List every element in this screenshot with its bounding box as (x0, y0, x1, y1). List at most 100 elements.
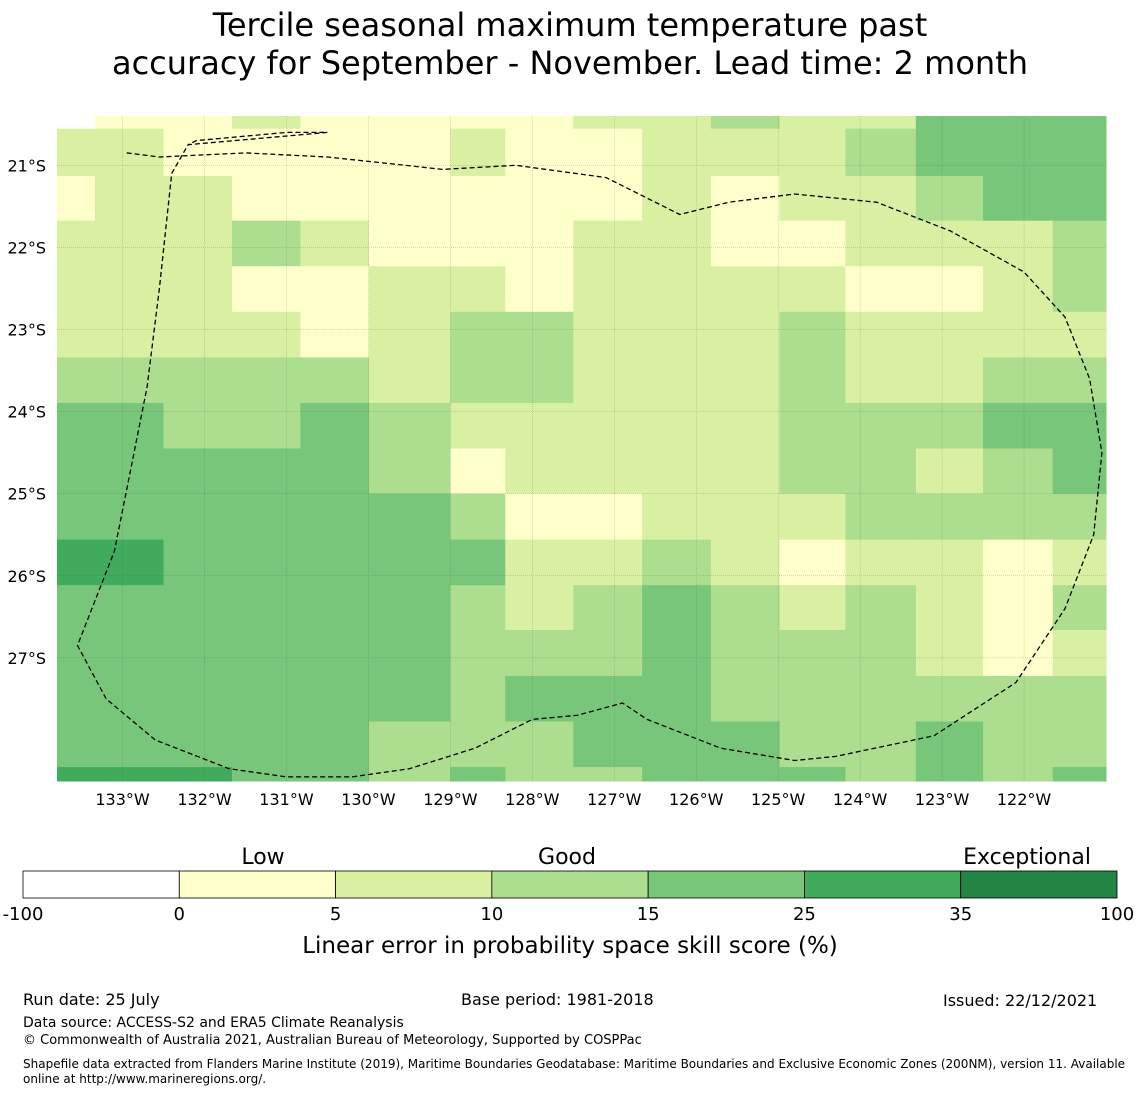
skill-cell (845, 175, 917, 222)
skill-cell (1052, 220, 1107, 267)
skill-cell (1052, 585, 1107, 631)
skill-cell (300, 311, 370, 358)
skill-cell (368, 675, 451, 722)
skill-cell (642, 585, 712, 631)
data-source: Data source: ACCESS-S2 and ERA5 Climate … (23, 1015, 404, 1031)
skill-cell (845, 266, 917, 313)
skill-cell (300, 539, 370, 586)
skill-cell (915, 585, 984, 631)
skill-cell (642, 116, 712, 130)
skill-cell (1052, 721, 1107, 768)
skill-cell (94, 585, 165, 631)
colorbar-tick-label: -100 (3, 904, 44, 925)
skill-cell (231, 539, 301, 586)
title-line-2: accuracy for September - November. Lead … (111, 44, 1029, 82)
lat-tick-label: 27°S (7, 649, 46, 668)
skill-cell (94, 629, 165, 677)
lat-tick-label: 24°S (7, 403, 46, 422)
skill-cell (779, 220, 846, 267)
skill-cell (450, 585, 506, 631)
lat-lon-gridlines (57, 116, 1106, 781)
skill-cell (94, 311, 165, 358)
skill-cell (300, 220, 370, 267)
skill-cell (450, 629, 506, 677)
skill-cell (710, 175, 781, 222)
skill-cell (368, 266, 451, 313)
skill-cell (163, 128, 233, 177)
skill-cell (710, 675, 781, 722)
skill-cell (845, 539, 917, 586)
colorbar-tick-label: 35 (949, 904, 972, 925)
skill-cell (505, 266, 574, 313)
lon-tick-label: 122°W (997, 790, 1052, 809)
skill-cell (573, 357, 643, 404)
skill-cell (1052, 767, 1107, 782)
lon-tick-label: 129°W (423, 790, 478, 809)
skill-cell (915, 629, 984, 677)
skill-cell (368, 402, 451, 449)
skill-cell (845, 629, 917, 677)
colorbar-swatches (22, 870, 1118, 899)
skill-cell (450, 357, 506, 404)
skill-cell (915, 357, 984, 404)
lon-tick-label: 124°W (833, 790, 888, 809)
skill-cell (573, 493, 643, 541)
skill-cell (710, 448, 781, 495)
skill-cell (983, 539, 1054, 586)
skill-cell (983, 402, 1054, 449)
skill-cell (57, 493, 96, 541)
skill-cell (231, 448, 301, 495)
skill-cell (710, 629, 781, 677)
colorbar-swatch (960, 870, 1118, 899)
lon-tick-label: 127°W (587, 790, 642, 809)
colorbar-swatch (491, 870, 649, 899)
skill-cell (163, 585, 233, 631)
skill-cell (1052, 266, 1107, 313)
skill-cell (163, 311, 233, 358)
lat-tick-label: 22°S (7, 238, 46, 257)
skill-cell (573, 175, 643, 222)
skill-cell (57, 220, 96, 267)
skill-cell (642, 175, 712, 222)
skill-cell (231, 585, 301, 631)
skill-cell (845, 585, 917, 631)
skill-cell (368, 220, 451, 267)
latitude-labels: 21°S 22°S 23°S 24°S 25°S 26°S 27°S (7, 156, 46, 668)
skill-cell (450, 448, 506, 495)
skill-cell (845, 311, 917, 358)
lon-tick-label: 131°W (259, 790, 314, 809)
skill-cell (779, 128, 846, 177)
skill-cell (1052, 311, 1107, 358)
skill-cell (915, 721, 984, 768)
lat-tick-label: 21°S (7, 156, 46, 175)
skill-cell (450, 539, 506, 586)
skill-cell (642, 539, 712, 586)
skill-cell (163, 448, 233, 495)
skill-cell (163, 721, 233, 768)
skill-cell (983, 767, 1054, 782)
lon-tick-label: 133°W (95, 790, 150, 809)
skill-cell (368, 721, 451, 768)
colorbar-swatch (647, 870, 805, 899)
skill-cell (779, 357, 846, 404)
skill-cell (368, 311, 451, 358)
skill-cell (368, 128, 451, 177)
skill-cell (779, 629, 846, 677)
skill-cell (505, 767, 574, 782)
skill-cell (300, 585, 370, 631)
skill-cell (94, 220, 165, 267)
skill-cell (231, 266, 301, 313)
skill-cell (163, 266, 233, 313)
skill-cell (845, 493, 917, 541)
colorbar-label: Linear error in probability space skill … (302, 933, 838, 959)
colorbar-tick-label: 10 (480, 904, 503, 925)
skill-cell (505, 116, 574, 130)
skill-cell (845, 675, 917, 722)
skill-cell (845, 402, 917, 449)
skill-cell (915, 539, 984, 586)
skill-cell (642, 493, 712, 541)
skill-cell (57, 539, 96, 586)
skill-cell (779, 539, 846, 586)
skill-cell (300, 357, 370, 404)
skill-cell (57, 357, 96, 404)
